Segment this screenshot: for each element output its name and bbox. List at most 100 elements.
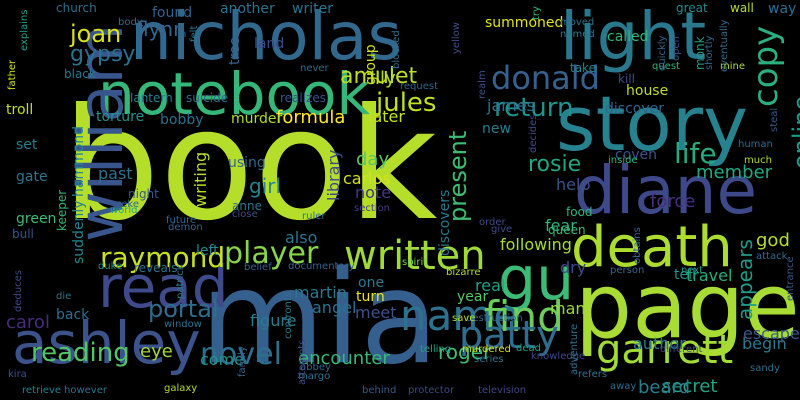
word: day <box>356 149 390 170</box>
word: different <box>660 344 703 355</box>
word: library <box>324 149 343 201</box>
word: protector <box>408 385 455 396</box>
word: begin <box>742 334 787 353</box>
word: discover <box>605 101 664 117</box>
word: die <box>56 291 72 302</box>
word: steal <box>769 107 780 132</box>
word: turn <box>356 289 385 305</box>
word: food <box>566 205 593 219</box>
word: much <box>744 155 772 166</box>
word: request <box>400 81 439 92</box>
word: belief <box>244 262 272 273</box>
word: written <box>344 233 486 279</box>
word: series <box>474 354 504 365</box>
word: person <box>610 265 645 276</box>
word: also <box>285 228 318 247</box>
word: diane <box>574 152 758 229</box>
word: past <box>98 164 133 183</box>
word: realizes <box>280 91 327 105</box>
word: murder <box>231 111 283 127</box>
word: close <box>232 209 258 220</box>
word: way <box>768 1 797 17</box>
word: adventure <box>569 323 580 375</box>
word: meet <box>355 303 397 322</box>
word: attack <box>756 251 788 262</box>
word: return <box>494 93 574 123</box>
word: formula <box>276 107 346 128</box>
word: roger <box>438 340 492 364</box>
word: body <box>118 17 143 28</box>
word: james <box>487 96 536 115</box>
word: coven <box>615 147 658 163</box>
word: give <box>491 224 513 235</box>
word: summoned <box>485 15 564 31</box>
word: realm <box>477 70 488 99</box>
word: sandy <box>750 363 780 374</box>
word: yellow <box>451 22 462 54</box>
word: suddenly <box>71 200 87 264</box>
word: blocked <box>391 30 402 69</box>
word: reveals <box>134 261 178 275</box>
word: family <box>237 346 248 377</box>
word: named <box>560 29 595 40</box>
word: obtains <box>632 227 643 264</box>
word: entrance <box>785 256 796 301</box>
word: kira <box>8 369 27 380</box>
word: eventually <box>719 19 730 72</box>
word: group <box>363 44 379 85</box>
word: tell <box>674 267 696 283</box>
word: called <box>607 29 649 45</box>
word: god <box>756 230 790 251</box>
word: page <box>575 254 800 359</box>
word: wall <box>730 1 754 15</box>
word: margo <box>298 371 331 382</box>
word: duke <box>98 261 123 272</box>
word: decides <box>528 114 539 154</box>
word: deduces <box>13 269 24 312</box>
word: world <box>110 205 138 216</box>
word: destruction <box>466 313 523 324</box>
word: tree <box>227 36 243 65</box>
word: section <box>354 203 391 214</box>
word: carlos <box>343 169 391 188</box>
word: try <box>531 6 542 20</box>
word: escape <box>743 324 800 343</box>
word: girl <box>249 174 282 198</box>
word: inside <box>608 155 638 166</box>
word: rosie <box>528 152 582 177</box>
word: year <box>457 289 489 305</box>
word: father <box>7 59 18 90</box>
word: explains <box>19 9 30 51</box>
word: eye <box>140 341 173 362</box>
word: encounter <box>298 348 390 369</box>
word: however <box>64 385 107 396</box>
word: story <box>556 79 749 168</box>
word: reading <box>31 338 130 368</box>
word: great <box>676 1 708 15</box>
word: fear <box>545 216 577 235</box>
word: man <box>550 299 586 318</box>
word: player <box>224 236 319 271</box>
word: black <box>64 67 96 81</box>
word: knowledge <box>531 351 586 362</box>
word: online <box>788 95 800 169</box>
word: angel <box>312 298 357 317</box>
word: real <box>475 276 506 295</box>
word: gate <box>16 169 48 185</box>
word: force <box>650 191 696 212</box>
word: mia <box>200 244 439 393</box>
word: notebook <box>98 60 371 128</box>
word: never <box>300 63 329 74</box>
word: beard <box>638 377 691 398</box>
word: troll <box>6 102 34 118</box>
word: quickly <box>657 35 668 71</box>
word: ashley <box>12 309 201 377</box>
word: light <box>560 0 707 75</box>
word: using <box>228 155 266 171</box>
word: following <box>500 235 572 254</box>
word: quest <box>652 61 680 72</box>
word: one <box>358 275 385 291</box>
word: figure <box>250 311 297 330</box>
word: raymond <box>100 241 226 274</box>
word: back <box>56 307 90 323</box>
